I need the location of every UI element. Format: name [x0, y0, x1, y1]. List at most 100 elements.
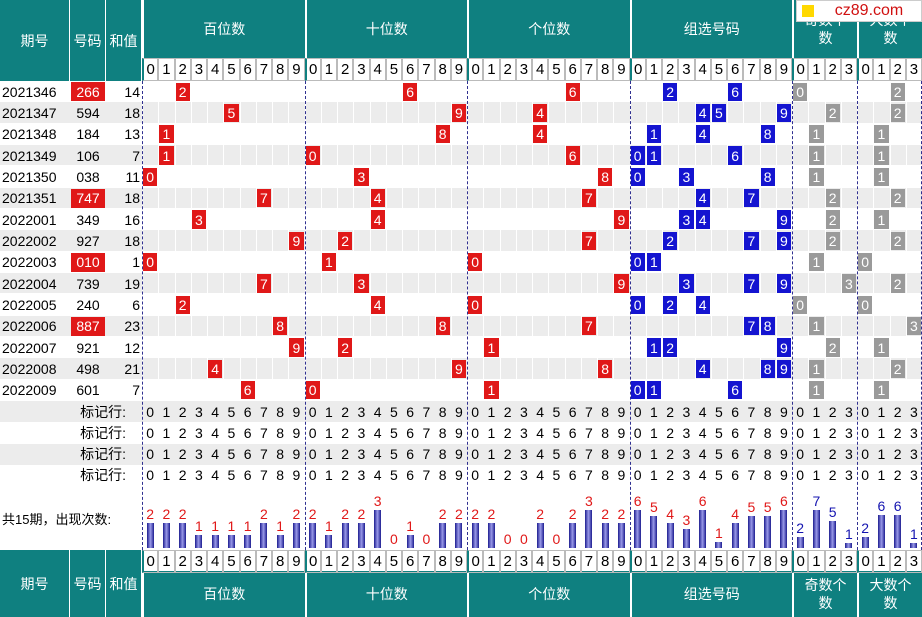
- cell-line: [775, 102, 777, 124]
- cell-line: [775, 251, 777, 273]
- cell-line: [824, 102, 826, 124]
- cell-line: [207, 294, 208, 316]
- cell-line: [223, 251, 225, 273]
- cell-line: [223, 230, 225, 252]
- header-cell: 期号: [0, 550, 70, 617]
- cell-line: [710, 272, 712, 295]
- hit-cell: 2: [825, 189, 840, 208]
- cell-line: [288, 187, 290, 209]
- hit-cell: 8: [435, 125, 450, 144]
- cell-line: [694, 144, 696, 167]
- cell-line: [288, 81, 290, 103]
- cell-line: [320, 379, 322, 401]
- cell-line: [564, 123, 566, 145]
- cell-line: [174, 123, 176, 145]
- cell-line: [369, 315, 371, 337]
- hit-cell: 6: [240, 381, 255, 400]
- digit-header: 0: [792, 550, 809, 573]
- marker-digit: 1: [487, 403, 496, 420]
- cell-line: [613, 294, 615, 316]
- cell-line: [369, 123, 371, 145]
- cell-line: [775, 272, 777, 295]
- cell-line: [174, 251, 176, 273]
- marker-digit: 2: [341, 467, 350, 484]
- cell-line: [402, 315, 403, 337]
- cell-line: [824, 123, 826, 145]
- cell-line: [418, 102, 420, 124]
- cell-line: [662, 230, 663, 252]
- cell-line: [385, 208, 387, 231]
- cell-line: [905, 336, 907, 359]
- cell-line: [353, 208, 355, 231]
- hit-cell: 2: [825, 231, 840, 251]
- cell-line: [239, 272, 241, 295]
- digit-header: 7: [580, 550, 597, 573]
- marker-digit: 5: [227, 403, 236, 420]
- cell-line: [678, 123, 680, 145]
- cell-line: [564, 294, 566, 316]
- cell-line: [905, 379, 907, 401]
- cell-line: [905, 230, 907, 252]
- marker-digit: 2: [666, 424, 675, 441]
- issue: 2021349: [2, 147, 57, 164]
- count-label: 2: [259, 505, 268, 522]
- digit-header: 1: [808, 550, 825, 573]
- marker-digit: 6: [243, 403, 252, 420]
- cell-line: [158, 272, 160, 295]
- cell-line: [499, 187, 501, 209]
- cell-line: [873, 379, 875, 401]
- marker-digit: 7: [259, 467, 268, 484]
- cell-line: [645, 272, 647, 295]
- cell-line: [418, 166, 420, 188]
- count-bar: [877, 515, 885, 548]
- cell-line: [450, 251, 452, 273]
- cell-line: [727, 358, 728, 380]
- cell-line: [564, 358, 566, 380]
- cell-line: [483, 187, 485, 209]
- header-cell: 和值: [106, 550, 142, 617]
- hit-cell: 9: [614, 210, 629, 229]
- cell-line: [272, 187, 273, 209]
- number: 747: [71, 188, 105, 208]
- cell-line: [564, 251, 566, 273]
- cell-line: [515, 358, 517, 380]
- cell-line: [288, 102, 290, 124]
- count-bar: [601, 522, 609, 548]
- digit-header: 3: [353, 550, 370, 573]
- hit-cell: 1: [809, 146, 824, 165]
- cell-line: [775, 166, 777, 188]
- marker-digit: 5: [389, 467, 398, 484]
- cell-line: [613, 358, 615, 380]
- cell-line: [158, 166, 160, 188]
- cell-line: [483, 379, 485, 401]
- digit-header: 7: [418, 58, 435, 81]
- digit-header: 7: [255, 58, 272, 81]
- cell-line: [889, 166, 891, 188]
- cell-line: [207, 315, 208, 337]
- cell-line: [662, 102, 663, 124]
- cell-line: [808, 123, 810, 145]
- sum: 14: [124, 83, 140, 100]
- cell-line: [889, 208, 891, 231]
- marker-digit: 7: [259, 446, 268, 463]
- hit-cell: 8: [598, 167, 613, 187]
- cell-line: [223, 123, 225, 145]
- cell-line: [515, 187, 517, 209]
- hit-cell: 2: [825, 210, 840, 229]
- cell-line: [369, 81, 371, 103]
- cell-line: [759, 230, 761, 252]
- marker-digit: 1: [877, 424, 886, 441]
- cell-line: [499, 379, 501, 401]
- digit-header: 6: [402, 550, 419, 573]
- cell-line: [678, 208, 680, 231]
- hit-cell: 6: [565, 82, 580, 101]
- cell-line: [564, 144, 566, 167]
- cell-line: [727, 166, 728, 188]
- sum: 18: [124, 190, 140, 207]
- cell-line: [320, 358, 322, 380]
- number: 921: [76, 339, 100, 356]
- marker-digit: 1: [162, 446, 171, 463]
- count-label: 6: [698, 493, 707, 509]
- cell-line: [255, 379, 257, 401]
